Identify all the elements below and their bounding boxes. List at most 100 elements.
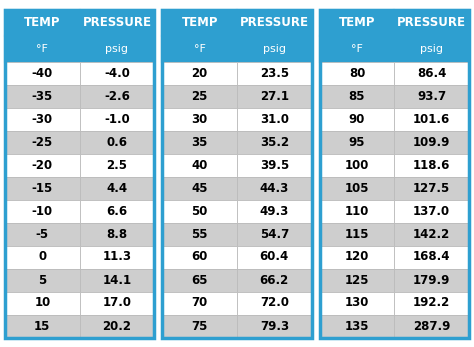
Text: °F: °F [351, 43, 363, 53]
Text: -10: -10 [32, 204, 53, 218]
Bar [162, 61, 237, 85]
Text: 118.6: 118.6 [413, 159, 450, 171]
Text: °F: °F [36, 43, 48, 53]
Bar [319, 85, 394, 108]
Bar [319, 314, 394, 338]
Bar [5, 269, 80, 291]
Bar [5, 177, 80, 200]
Bar [162, 85, 237, 108]
Text: 0.6: 0.6 [107, 135, 128, 149]
Text: psig: psig [263, 43, 286, 53]
Bar [237, 85, 312, 108]
Bar [162, 269, 237, 291]
Text: 142.2: 142.2 [413, 228, 450, 240]
Text: TEMP: TEMP [24, 16, 61, 29]
Bar [237, 9, 312, 35]
Text: 101.6: 101.6 [413, 112, 450, 126]
Bar [319, 9, 394, 35]
Bar [80, 245, 155, 269]
Bar [394, 108, 469, 130]
Bar [5, 291, 80, 314]
Text: 86.4: 86.4 [417, 67, 447, 79]
Bar [319, 177, 394, 200]
Text: 54.7: 54.7 [260, 228, 289, 240]
Text: 31.0: 31.0 [260, 112, 289, 126]
Bar [394, 291, 469, 314]
Bar [80, 153, 155, 177]
Bar [162, 200, 237, 222]
Text: 115: 115 [345, 228, 369, 240]
Text: 109.9: 109.9 [413, 135, 450, 149]
Bar [5, 9, 80, 35]
Bar [237, 245, 312, 269]
Text: 17.0: 17.0 [102, 296, 131, 310]
Text: 27.1: 27.1 [260, 90, 289, 102]
Text: 125: 125 [345, 273, 369, 287]
Bar [80, 314, 155, 338]
Text: 100: 100 [345, 159, 369, 171]
Text: 127.5: 127.5 [413, 181, 450, 195]
Bar [162, 177, 237, 200]
Bar [162, 108, 237, 130]
Text: 6.6: 6.6 [107, 204, 128, 218]
Bar [394, 9, 469, 35]
Text: -15: -15 [32, 181, 53, 195]
Bar [5, 85, 80, 108]
Text: 35.2: 35.2 [260, 135, 289, 149]
Text: 168.4: 168.4 [413, 251, 450, 263]
Text: -5: -5 [36, 228, 49, 240]
Text: 8.8: 8.8 [107, 228, 128, 240]
Bar [319, 200, 394, 222]
Text: 60.4: 60.4 [260, 251, 289, 263]
Bar [319, 291, 394, 314]
Bar [162, 35, 237, 61]
Bar [394, 269, 469, 291]
Text: 120: 120 [345, 251, 369, 263]
Bar [5, 153, 80, 177]
Text: PRESSURE: PRESSURE [82, 16, 152, 29]
Bar [5, 200, 80, 222]
Bar [80, 177, 155, 200]
Bar [162, 9, 312, 338]
Bar [237, 177, 312, 200]
Bar [394, 222, 469, 245]
Bar [319, 9, 469, 338]
Text: 130: 130 [345, 296, 369, 310]
Text: 45: 45 [191, 181, 208, 195]
Text: 95: 95 [349, 135, 365, 149]
Text: 137.0: 137.0 [413, 204, 450, 218]
Bar [80, 85, 155, 108]
Bar [237, 291, 312, 314]
Text: 44.3: 44.3 [260, 181, 289, 195]
Text: 60: 60 [191, 251, 208, 263]
Text: psig: psig [420, 43, 443, 53]
Text: °F: °F [194, 43, 206, 53]
Text: -1.0: -1.0 [104, 112, 130, 126]
Text: 72.0: 72.0 [260, 296, 289, 310]
Text: 79.3: 79.3 [260, 320, 289, 332]
Text: -20: -20 [32, 159, 53, 171]
Bar [5, 222, 80, 245]
Bar [237, 108, 312, 130]
Bar [237, 314, 312, 338]
Bar [162, 222, 237, 245]
Text: 70: 70 [191, 296, 208, 310]
Bar [394, 245, 469, 269]
Text: 135: 135 [345, 320, 369, 332]
Text: 23.5: 23.5 [260, 67, 289, 79]
Bar [80, 222, 155, 245]
Bar [80, 108, 155, 130]
Bar [5, 108, 80, 130]
Bar [319, 245, 394, 269]
Bar [80, 35, 155, 61]
Bar [162, 245, 237, 269]
Text: 40: 40 [191, 159, 208, 171]
Text: TEMP: TEMP [339, 16, 375, 29]
Bar [80, 200, 155, 222]
Bar [80, 269, 155, 291]
Text: 179.9: 179.9 [413, 273, 450, 287]
Text: 85: 85 [349, 90, 365, 102]
Bar [319, 35, 394, 61]
Bar [5, 61, 80, 85]
Text: PRESSURE: PRESSURE [397, 16, 466, 29]
